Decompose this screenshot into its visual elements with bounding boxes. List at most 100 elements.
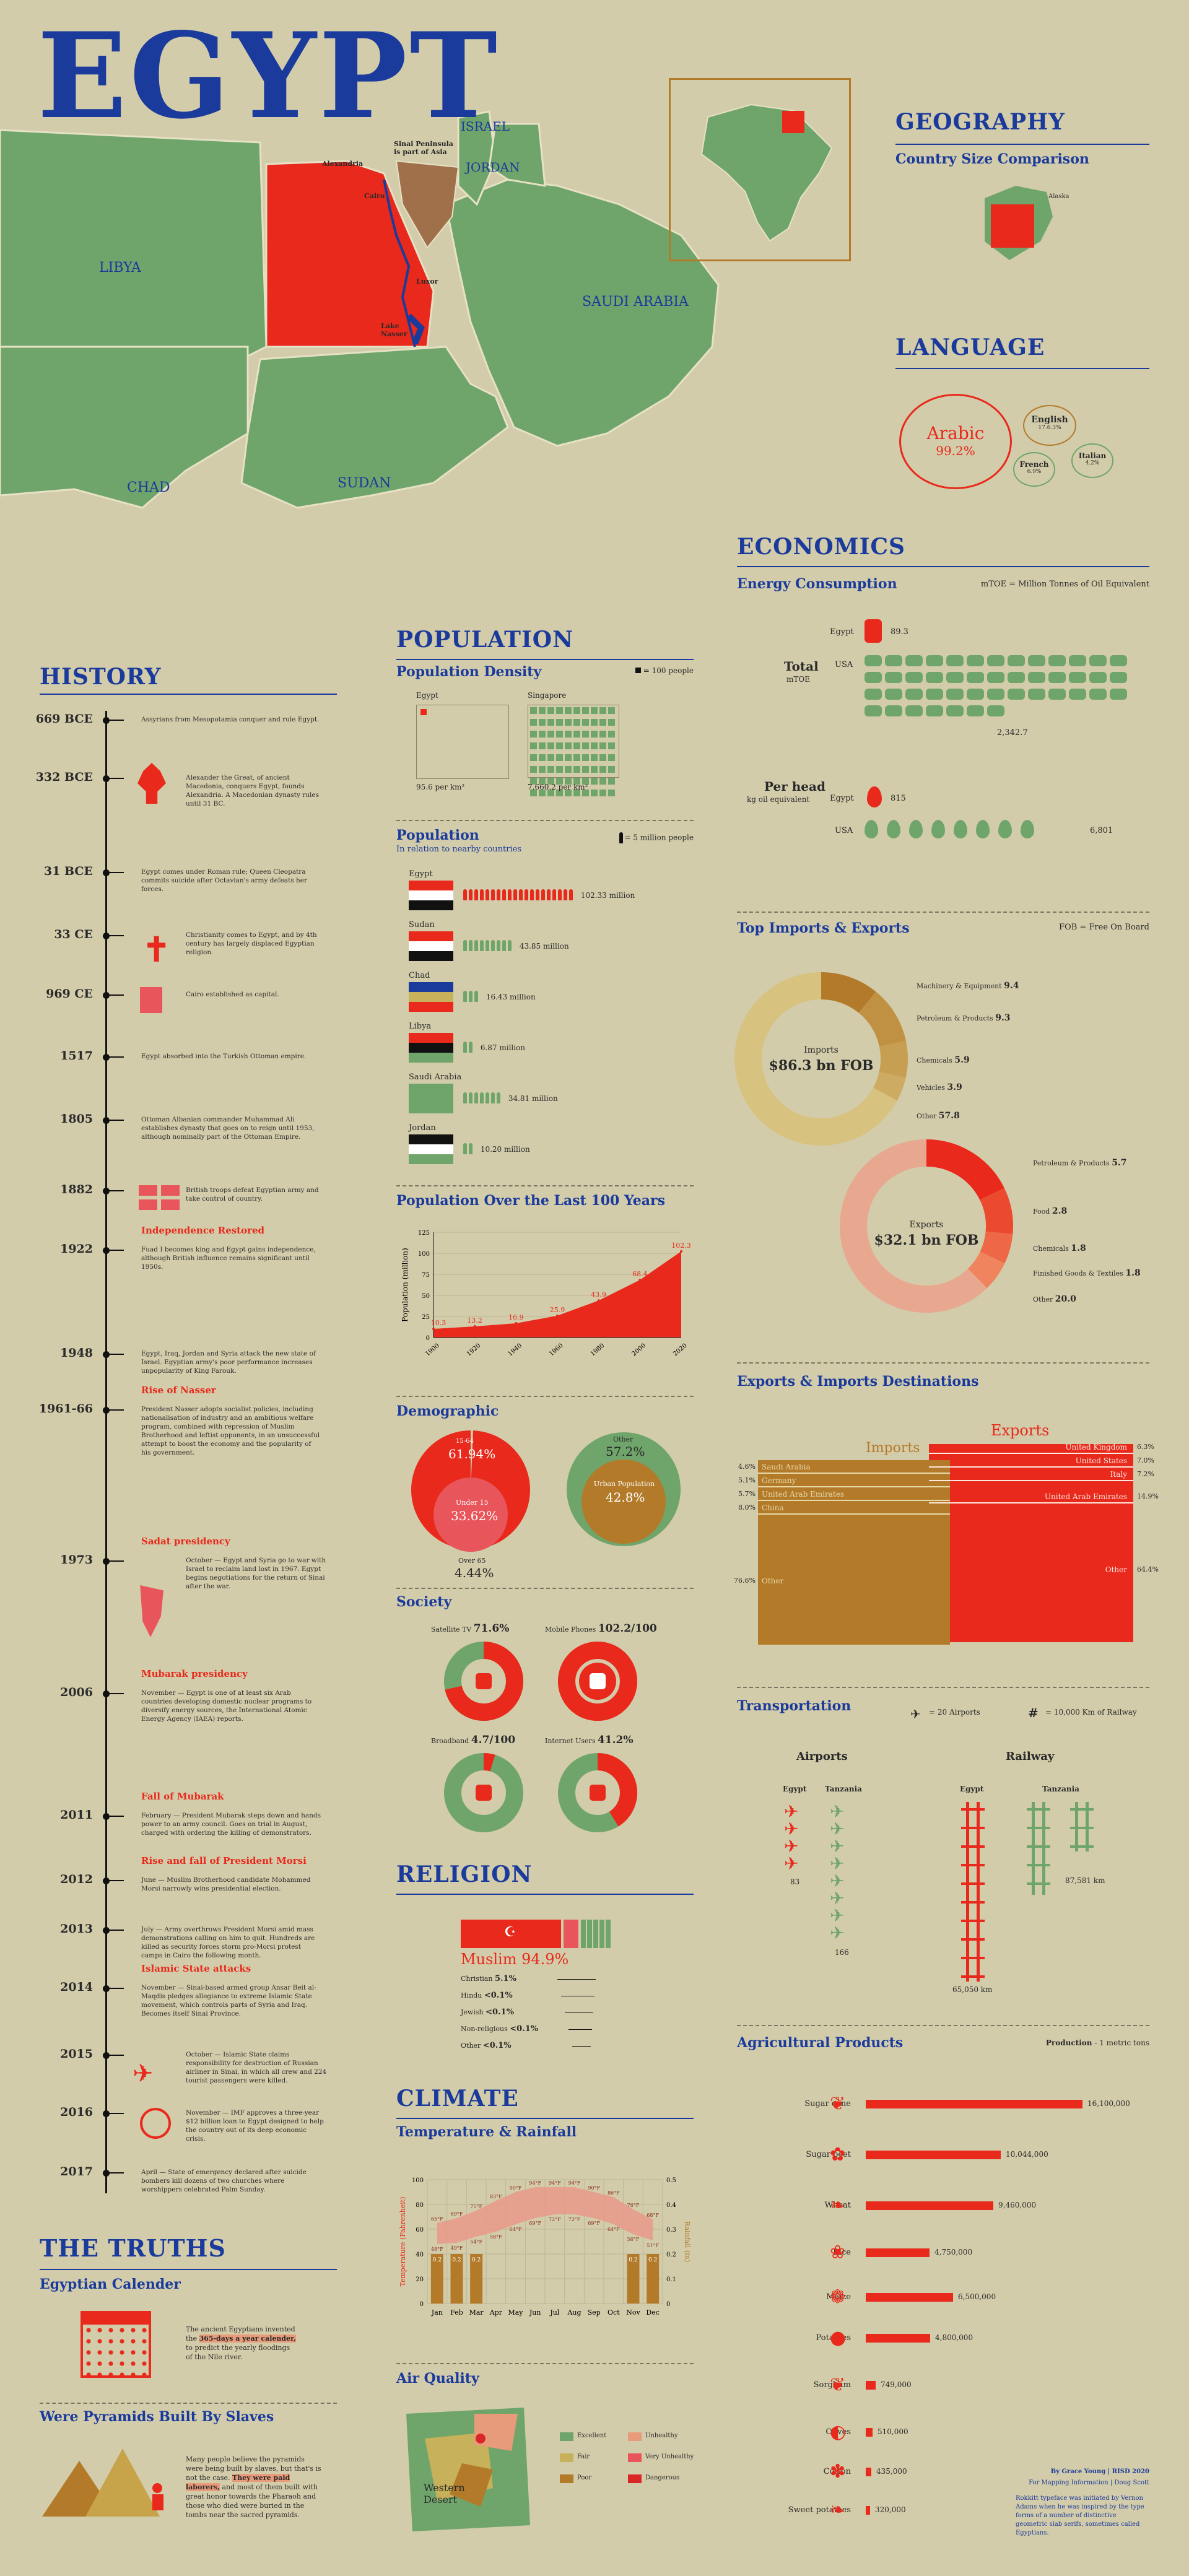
religion-pct: 5.1% xyxy=(495,1974,516,1983)
barrel-icon xyxy=(1089,655,1107,666)
timeline-dot xyxy=(103,1690,110,1697)
density-square xyxy=(565,790,572,796)
low-temp-label: 72°F xyxy=(549,2217,561,2222)
low-temp-label: 48°F xyxy=(431,2247,443,2252)
barrel-icon xyxy=(1008,655,1025,666)
phone-icon xyxy=(590,1673,606,1689)
high-temp-label: 68°F xyxy=(647,2213,659,2218)
barrel-icon xyxy=(967,672,984,683)
english-label: English xyxy=(1031,415,1068,425)
timeline-event-text: Fuad I becomes king and Egypt gains inde… xyxy=(141,1246,316,1271)
person-icon xyxy=(508,940,512,951)
divider xyxy=(737,2025,1149,2026)
timeline-tick xyxy=(109,1560,124,1562)
flag-stripe xyxy=(409,982,453,992)
density-square xyxy=(608,754,615,761)
energy-key: mTOE = Million Tonnes of Oil Equivalent xyxy=(980,580,1149,589)
agri-bar xyxy=(866,2293,953,2302)
timeline-event-text: November — IMF approves a three-year $12… xyxy=(186,2109,324,2143)
urban-other-pct: 57.2% xyxy=(606,1444,645,1459)
density-square xyxy=(599,778,606,785)
y-left-tick: 60 xyxy=(416,2227,424,2234)
person-icon xyxy=(486,940,489,951)
density-square xyxy=(530,719,537,726)
month-label: Apr xyxy=(489,2308,503,2317)
agri-value: 320,000 xyxy=(875,2505,906,2514)
person-icon xyxy=(469,1092,473,1103)
donut-slice xyxy=(821,972,876,1014)
barrel-icon xyxy=(1048,672,1066,683)
page-title: EGYPT xyxy=(37,7,500,145)
timeline-tick xyxy=(109,2113,124,2114)
dest-import-name: United Arab Emirates xyxy=(762,1490,845,1499)
density-square xyxy=(539,766,546,773)
pyramids-text: Many people believe the pyramids were be… xyxy=(186,2455,322,2520)
rail-egypt-label: Egypt xyxy=(960,1785,984,1793)
crop-icon: ❦ xyxy=(830,2093,846,2115)
age-over65-name: Over 65 xyxy=(458,1557,486,1565)
density-square xyxy=(565,731,572,738)
timeline-event-text: July — Army overthrows President Morsi a… xyxy=(141,1926,315,1959)
export-legend-item: Chemicals 1.8 xyxy=(1033,1243,1086,1253)
agri-bar xyxy=(866,2506,870,2515)
crop-icon: ❧ xyxy=(830,2195,846,2216)
barrel-icon xyxy=(967,655,984,666)
barrel-icon xyxy=(1069,672,1086,683)
density-key-label: = 100 people xyxy=(643,666,694,675)
density-square xyxy=(556,754,563,761)
agri-bar xyxy=(866,2248,930,2257)
density-square xyxy=(547,778,554,785)
pop-value: 43.85 million xyxy=(517,942,569,951)
timeline-event-text: Egypt comes under Roman rule; Queen Cleo… xyxy=(141,868,308,893)
demographic-title: Demographic xyxy=(396,1403,499,1419)
density-square xyxy=(582,790,589,796)
density-square xyxy=(582,731,589,738)
rain-bar xyxy=(470,2254,483,2304)
divider xyxy=(396,1396,694,1397)
export-value: 2.8 xyxy=(1052,1206,1068,1216)
density-key-square-icon xyxy=(635,668,641,673)
y-tick-label: 75 xyxy=(422,1272,430,1279)
crop-icon: ✽ xyxy=(830,2461,846,2482)
person-icon xyxy=(474,889,478,900)
helmet-icon xyxy=(137,763,166,804)
density-square xyxy=(530,731,537,738)
timeline-year: 33 CE xyxy=(54,928,93,941)
rail-egypt-value: 65,050 km xyxy=(952,1985,993,1994)
export-value: 5.7 xyxy=(1112,1158,1127,1168)
map-label-sudan: SUDAN xyxy=(338,476,391,491)
place-luxor: Luxor xyxy=(416,277,438,285)
airport-tanzania-icons: ✈ ✈ ✈ ✈ ✈ ✈ ✈ ✈ xyxy=(830,1801,845,1943)
agri-label: Olives xyxy=(825,2427,851,2437)
timeline-tick xyxy=(109,935,124,936)
agri-label: Sugar beet xyxy=(806,2150,851,2159)
fob-key: FOB = Free On Board xyxy=(1059,923,1149,932)
y-right-tick: 0 xyxy=(666,2301,670,2308)
x-tick-label: 1940 xyxy=(507,1342,523,1358)
air-place-label: Western Desert xyxy=(424,2482,465,2505)
month-label: Oct xyxy=(608,2308,620,2317)
dest-divider xyxy=(929,1480,1133,1481)
ring-value xyxy=(597,1753,637,1827)
crop-icon: ❦ xyxy=(830,2374,846,2396)
total-unit: mTOE xyxy=(786,675,810,684)
imports-center-label: Imports xyxy=(804,1045,838,1055)
agri-label: Maize xyxy=(826,2292,851,2302)
timeline-year: 332 BCE xyxy=(35,770,93,784)
density-square xyxy=(599,731,606,738)
legend-label: Excellent xyxy=(577,2432,607,2439)
x-tick-label: 1960 xyxy=(548,1342,565,1358)
donut-slice xyxy=(967,1251,1005,1289)
society-label: Satellite TV 71.6% xyxy=(431,1622,549,1635)
density-square xyxy=(591,766,598,773)
flag-icon xyxy=(409,1033,453,1063)
geography-heading: GEOGRAPHY xyxy=(895,109,1065,135)
drop-icon xyxy=(998,820,1012,838)
timeline-event-text: April — State of emergency declared afte… xyxy=(141,2169,307,2193)
import-value: 5.9 xyxy=(954,1055,970,1065)
egypt-region-map xyxy=(0,110,720,509)
y-tick-label: 50 xyxy=(422,1293,430,1300)
export-legend-item: Other 20.0 xyxy=(1033,1294,1076,1304)
religion-rule xyxy=(396,1894,694,1895)
data-label: 10.3 xyxy=(431,1319,446,1327)
